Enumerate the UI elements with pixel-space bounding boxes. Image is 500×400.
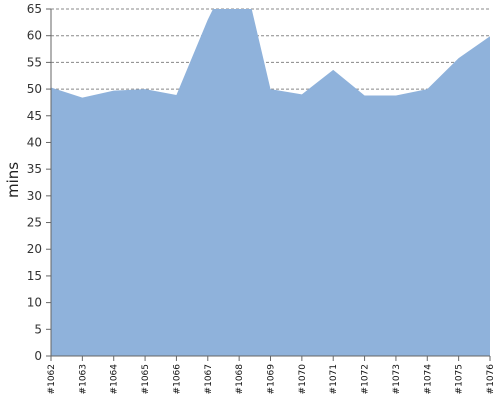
x-tick-label: #1076 [486,364,496,395]
x-tick-label: #1069 [267,364,277,395]
x-tick-label: #1063 [78,364,88,394]
y-tick-label: 30 [27,189,42,203]
x-tick-label: #1073 [392,364,402,394]
x-tick-label: #1071 [329,364,339,394]
x-axis-ticks: #1062 #1063 #1064 #1065 #1066 #1067 #1068 #1069… [47,356,496,394]
y-tick-label: 40 [27,135,42,149]
y-tick-label: 5 [34,322,42,336]
y-tick-label: 45 [27,109,42,123]
x-tick-label: #1072 [361,364,371,394]
y-tick-label: 20 [27,242,42,256]
y-tick-label: 0 [34,349,42,363]
x-tick-label: #1070 [298,364,308,395]
area-fill [51,9,490,356]
y-axis-ticks: 0 5 10 15 20 25 30 35 40 45 50 55 60 65 [27,2,51,363]
y-tick-label: 25 [27,216,42,230]
y-tick-label: 10 [27,296,42,310]
x-tick-label: #1062 [47,364,57,394]
x-tick-label: #1067 [204,364,214,394]
y-tick-label: 35 [27,162,42,176]
x-tick-label: #1066 [172,364,182,395]
x-tick-label: #1064 [110,364,120,395]
y-axis-title: mins [4,162,22,198]
y-tick-label: 15 [27,269,42,283]
x-tick-label: #1074 [423,364,433,395]
y-tick-label: 60 [27,29,42,43]
x-tick-label: #1065 [141,364,151,394]
x-tick-label: #1068 [235,364,245,395]
area-series [51,9,490,356]
y-tick-label: 65 [27,2,42,16]
x-tick-label: #1075 [455,364,465,394]
y-tick-label: 50 [27,82,42,96]
y-tick-label: 55 [27,55,42,69]
